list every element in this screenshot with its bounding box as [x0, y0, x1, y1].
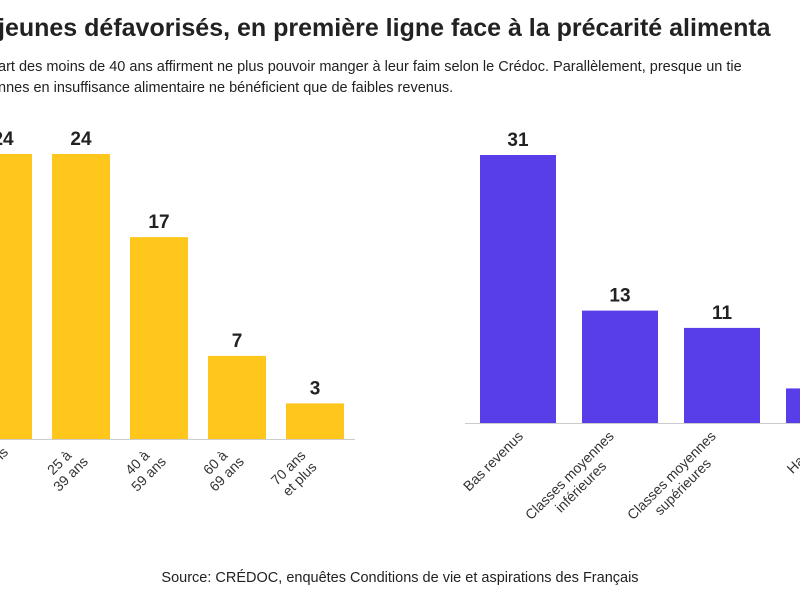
- bar: [52, 154, 110, 439]
- bar: [684, 327, 760, 423]
- value-label: 3: [310, 378, 321, 399]
- value-label: 17: [148, 212, 169, 233]
- x-tick-label: Classes moyennessupérieures: [624, 428, 730, 534]
- x-tick-label: Classes moyennesinférieures: [522, 428, 628, 534]
- value-label: 11: [712, 303, 733, 324]
- x-tick-label: Hauts re: [783, 428, 800, 477]
- subtitle: art des moins de 40 ans affirment ne plu…: [0, 59, 742, 75]
- value-label: 24: [70, 129, 92, 150]
- bar: [130, 237, 188, 439]
- value-label: 7: [232, 331, 243, 352]
- chart-title: jeunes défavorisés, en première ligne fa…: [0, 14, 772, 42]
- x-tick-label: Bas revenus: [460, 428, 526, 494]
- bar: [286, 403, 344, 439]
- bar: [208, 355, 266, 439]
- x-tick-label: ns: [0, 444, 11, 466]
- bar: [582, 310, 658, 423]
- value-label: 24: [0, 129, 14, 150]
- x-tick-label: 70 anset plus: [268, 447, 320, 499]
- bar: [480, 155, 556, 423]
- source: Source: CRÉDOC, enquêtes Conditions de v…: [161, 569, 638, 586]
- bar: [0, 154, 32, 439]
- value-label: 31: [507, 130, 529, 151]
- bar: [786, 388, 800, 423]
- value-label: 13: [609, 286, 630, 307]
- x-tick-label: 40 à59 ans: [117, 442, 169, 494]
- x-tick-label: 60 à69 ans: [195, 442, 247, 494]
- x-tick-label: 25 à39 ans: [39, 442, 91, 494]
- subtitle: nnes en insuffisance alimentaire ne béné…: [0, 80, 453, 96]
